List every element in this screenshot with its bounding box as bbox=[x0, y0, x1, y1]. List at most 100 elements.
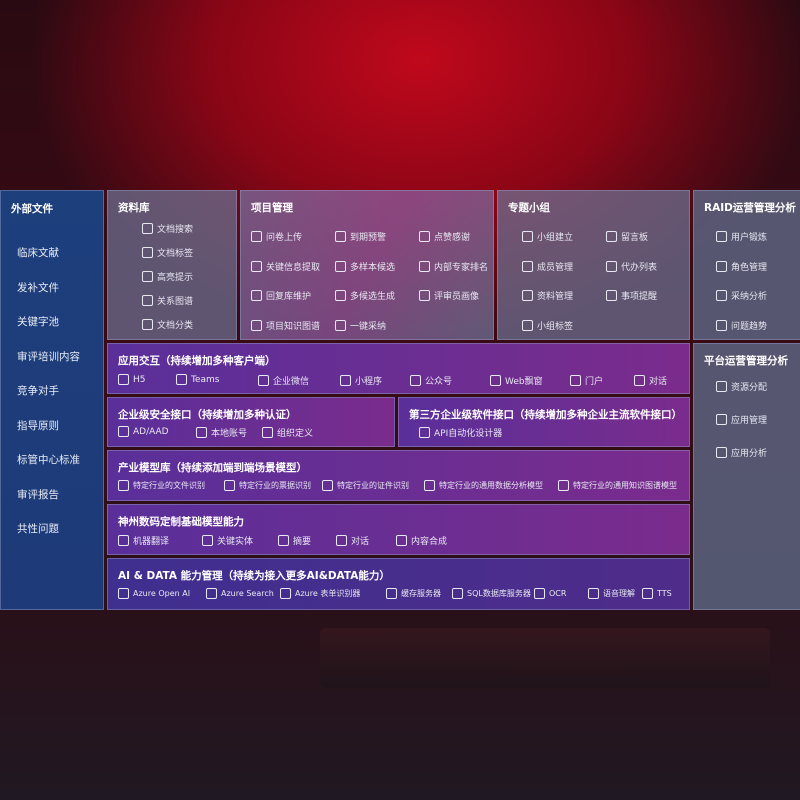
feature-item[interactable]: 资料管理 bbox=[522, 289, 573, 302]
feature-item[interactable]: API自动化设计器 bbox=[419, 426, 502, 439]
feature-label: 关键实体 bbox=[217, 537, 254, 547]
feature-label: 问卷上传 bbox=[266, 233, 303, 243]
ocr-icon bbox=[534, 588, 545, 599]
feature-item[interactable]: 特定行业的通用知识图谱模型 bbox=[558, 480, 677, 491]
feature-item[interactable]: 点赞感谢 bbox=[419, 230, 470, 243]
feature-item[interactable]: 语音理解 bbox=[588, 588, 635, 599]
feature-item[interactable]: 资源分配 bbox=[716, 380, 767, 393]
feature-item[interactable]: 特定行业的证件识别 bbox=[322, 480, 409, 491]
feature-item[interactable]: 缓存服务器 bbox=[386, 588, 441, 599]
feature-item[interactable]: 多候选生成 bbox=[335, 289, 395, 302]
feature-item[interactable]: SQL数据库服务器 bbox=[452, 588, 531, 599]
feature-item[interactable]: 应用管理 bbox=[716, 413, 767, 426]
sidebar-item[interactable]: 临床文献 bbox=[17, 247, 59, 259]
feature-label: 评审员画像 bbox=[434, 292, 480, 302]
feature-item[interactable]: 角色管理 bbox=[716, 260, 767, 273]
openai-icon bbox=[118, 588, 129, 599]
feature-item[interactable]: 问卷上传 bbox=[251, 230, 302, 243]
feature-item[interactable]: Web飘窗 bbox=[490, 374, 543, 387]
feature-item[interactable]: Azure 表单识别器 bbox=[280, 588, 360, 599]
feature-item[interactable]: 到期预警 bbox=[335, 230, 386, 243]
account-icon bbox=[196, 427, 207, 438]
feature-item[interactable]: 对话 bbox=[634, 374, 667, 387]
feature-item[interactable]: 特定行业的通用数据分析模型 bbox=[424, 480, 543, 491]
speech-icon bbox=[588, 588, 599, 599]
feature-item[interactable]: 小程序 bbox=[340, 374, 382, 387]
sidebar-item[interactable]: 审评培训内容 bbox=[17, 350, 80, 363]
id-card-icon bbox=[322, 480, 333, 491]
sidebar-item[interactable]: 审评报告 bbox=[17, 488, 59, 501]
feature-item[interactable]: 文档分类 bbox=[142, 318, 193, 331]
panel-base-models: 神州数码定制基础模型能力 机器翻译 关键实体 摘要 对话 内容合成 bbox=[107, 504, 690, 555]
feature-label: 成员管理 bbox=[537, 262, 574, 273]
teams-icon bbox=[176, 374, 187, 385]
feature-item[interactable]: 一键采纳 bbox=[335, 319, 386, 332]
feature-item[interactable]: 机器翻译 bbox=[118, 534, 169, 547]
feature-item[interactable]: 事项提醒 bbox=[606, 289, 657, 302]
feature-label: 公众号 bbox=[425, 377, 453, 387]
feature-item[interactable]: Azure Search bbox=[206, 588, 274, 599]
sidebar-item[interactable]: 发补文件 bbox=[17, 281, 59, 294]
feature-item[interactable]: 特定行业的文件识别 bbox=[118, 480, 205, 491]
feature-item[interactable]: 文档标签 bbox=[142, 246, 193, 259]
feature-label: API自动化设计器 bbox=[434, 429, 503, 439]
tag-icon bbox=[522, 319, 533, 331]
feature-label: 机器翻译 bbox=[133, 537, 170, 547]
feature-label: 资料管理 bbox=[537, 292, 574, 302]
feature-item[interactable]: 文档搜索 bbox=[142, 222, 193, 235]
feature-item[interactable]: 组织定义 bbox=[262, 426, 313, 439]
feature-item[interactable]: 高亮提示 bbox=[142, 270, 193, 283]
feature-item[interactable]: AD/AAD bbox=[118, 426, 169, 437]
feature-label: Azure 表单识别器 bbox=[295, 589, 361, 598]
feature-label: Azure Search bbox=[221, 589, 274, 598]
feature-item[interactable]: 关键信息提取 bbox=[251, 260, 320, 273]
feature-item[interactable]: 代办列表 bbox=[606, 260, 657, 273]
feature-item[interactable]: 用户锻炼 bbox=[716, 230, 767, 243]
feature-item[interactable]: TTS bbox=[642, 588, 672, 599]
feature-item[interactable]: 摘要 bbox=[278, 534, 311, 547]
feature-item[interactable]: 对话 bbox=[336, 534, 369, 547]
feature-item[interactable]: 小组标签 bbox=[522, 319, 573, 332]
sidebar-item[interactable]: 指导原则 bbox=[17, 419, 59, 432]
sidebar-item[interactable]: 标管中心标准 bbox=[17, 454, 80, 466]
feature-item[interactable]: OCR bbox=[534, 588, 566, 599]
feature-item[interactable]: 公众号 bbox=[410, 374, 452, 387]
feature-item[interactable]: 成员管理 bbox=[522, 260, 573, 273]
feature-item[interactable]: 特定行业的票据识别 bbox=[224, 480, 311, 491]
ranking-icon bbox=[419, 260, 430, 272]
feature-item[interactable]: 本地账号 bbox=[196, 426, 247, 439]
feature-item[interactable]: 应用分析 bbox=[716, 446, 767, 459]
feature-item[interactable]: 回复库维护 bbox=[251, 289, 311, 302]
feature-item[interactable]: 关系图谱 bbox=[142, 294, 193, 307]
feature-item[interactable]: 评审员画像 bbox=[419, 289, 479, 302]
feature-item[interactable]: 企业微信 bbox=[258, 374, 309, 387]
doc-search-icon bbox=[142, 223, 153, 234]
entity-icon bbox=[202, 535, 213, 546]
feature-label: 小组标签 bbox=[537, 321, 574, 332]
id-card-icon bbox=[716, 231, 727, 242]
feature-label: 应用管理 bbox=[731, 416, 768, 426]
feature-item[interactable]: 采纳分析 bbox=[716, 289, 767, 302]
sidebar-item[interactable]: 竞争对手 bbox=[17, 385, 59, 397]
feature-item[interactable]: 内容合成 bbox=[396, 534, 447, 547]
feature-item[interactable]: H5 bbox=[118, 374, 146, 385]
org-icon bbox=[262, 427, 273, 438]
feature-item[interactable]: 内部专家排名 bbox=[419, 260, 488, 273]
sidebar-item[interactable]: 共性问题 bbox=[17, 523, 59, 535]
database-icon bbox=[452, 588, 463, 599]
feature-item[interactable]: 小组建立 bbox=[522, 230, 573, 243]
feature-label: 小程序 bbox=[355, 377, 383, 387]
feature-label: 用户锻炼 bbox=[731, 233, 768, 243]
feature-label: 摘要 bbox=[293, 537, 312, 547]
feature-item[interactable]: 问题趋势 bbox=[716, 319, 767, 332]
feature-item[interactable]: Azure Open AI bbox=[118, 588, 190, 599]
feature-item[interactable]: 多样本候选 bbox=[335, 260, 395, 273]
feature-item[interactable]: 门户 bbox=[570, 374, 603, 387]
feature-item[interactable]: 留言板 bbox=[606, 230, 648, 243]
chart-icon bbox=[424, 480, 435, 491]
feature-item[interactable]: Teams bbox=[176, 374, 219, 385]
feature-item[interactable]: 项目知识图谱 bbox=[251, 319, 320, 332]
bell-icon bbox=[606, 290, 617, 301]
sidebar-item[interactable]: 关键字池 bbox=[17, 316, 59, 328]
feature-item[interactable]: 关键实体 bbox=[202, 534, 253, 547]
